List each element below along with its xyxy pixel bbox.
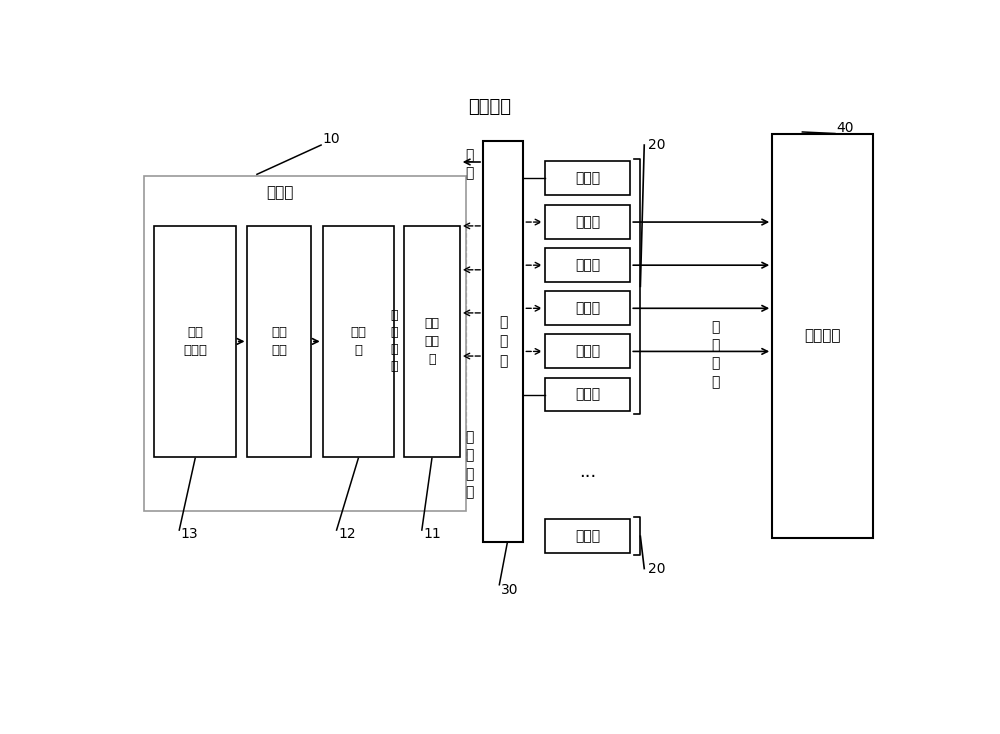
Bar: [545, 161, 630, 195]
Text: 40: 40: [836, 121, 854, 135]
Text: 12: 12: [338, 527, 356, 541]
Text: 显示设备: 显示设备: [804, 328, 841, 343]
Text: 10: 10: [323, 132, 340, 146]
Bar: [545, 335, 630, 368]
Text: ...: ...: [579, 463, 596, 482]
Text: 输
入
板: 输 入 板: [499, 315, 507, 368]
Bar: [154, 226, 236, 457]
Bar: [772, 134, 873, 538]
Text: 无
线
信
号: 无 线 信 号: [466, 430, 474, 499]
Text: 颜色
数据: 颜色 数据: [271, 326, 287, 357]
Text: 压
力
数
据: 压 力 数 据: [390, 310, 398, 374]
Text: 感应器: 感应器: [575, 258, 600, 272]
Text: 感应器: 感应器: [575, 344, 600, 358]
Bar: [545, 519, 630, 553]
Text: 感应器: 感应器: [575, 529, 600, 543]
Bar: [545, 291, 630, 325]
Text: 感应器: 感应器: [575, 301, 600, 316]
Text: 20: 20: [648, 562, 666, 575]
Bar: [545, 377, 630, 412]
Bar: [483, 141, 523, 542]
Bar: [404, 226, 460, 457]
Text: 手写笔: 手写笔: [266, 185, 293, 200]
Bar: [385, 220, 466, 461]
Text: 感应器: 感应器: [575, 215, 600, 229]
Text: 感应器: 感应器: [575, 388, 600, 401]
Text: 13: 13: [181, 527, 198, 541]
Bar: [323, 226, 394, 457]
Text: 11: 11: [423, 527, 441, 541]
Bar: [545, 248, 630, 282]
Text: 感应器: 感应器: [575, 171, 600, 185]
Bar: [545, 205, 630, 239]
Text: 按
压: 按 压: [466, 148, 474, 181]
Text: 30: 30: [501, 583, 518, 597]
Text: 电子画板: 电子画板: [468, 98, 511, 115]
Bar: [144, 176, 466, 511]
Text: 控
制
信
号: 控 制 信 号: [711, 320, 720, 389]
Text: 微控
器: 微控 器: [350, 326, 366, 357]
Text: 颜色
调配器: 颜色 调配器: [183, 326, 207, 357]
Text: 压力
传感
器: 压力 传感 器: [424, 317, 439, 366]
Bar: [247, 226, 311, 457]
Text: 20: 20: [648, 138, 666, 152]
